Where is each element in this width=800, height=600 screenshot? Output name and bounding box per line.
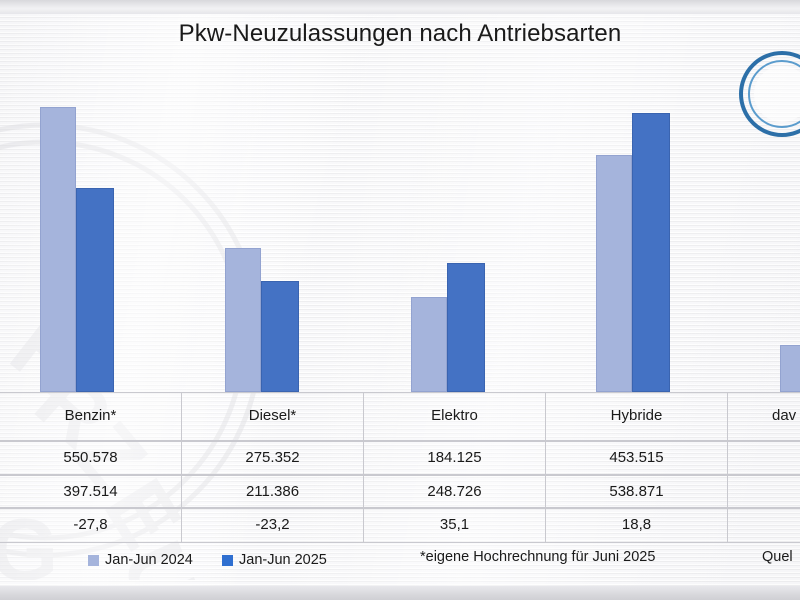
table-cell: 453.515 [546,441,727,475]
bar-benzin-2024[interactable] [40,107,76,392]
table-cell: 397.514 [0,475,181,508]
table-header-cell: Benzin* [0,393,181,441]
table-cell: 550.578 [0,441,181,475]
table-column-benzin: Benzin* 550.578 397.514 -27,8 [0,393,182,542]
table-rule-header [0,441,800,442]
table-cell: 248.726 [364,475,545,508]
footnote-estimate: *eigene Hochrechnung für Juni 2025 [420,549,656,565]
table-cell: 184.125 [364,441,545,475]
table-cell: 211.386 [182,475,363,508]
table-header-cell: Elektro [364,393,545,441]
table-cell: 538.871 [546,475,727,508]
page-title: Pkw-Neuzulassungen nach Antriebsarten [178,20,622,47]
data-table: Benzin* 550.578 397.514 -27,8 Diesel* 27… [0,392,800,543]
chart-legend: Jan-Jun 2024 Jan-Jun 2025 *eigene Hochre… [0,549,800,575]
bar-group-diesel [225,60,301,392]
table-rule-row1 [0,508,800,509]
table-cell: -23,2 [255,516,290,533]
legend-item-2025[interactable]: Jan-Jun 2025 [222,549,327,571]
bar-chart-plot [0,60,800,392]
table-header-cell: dav [728,393,800,441]
bar-davon-2024[interactable] [780,345,800,392]
bar-benzin-2025[interactable] [76,188,114,392]
legend-swatch-icon [88,554,99,566]
table-cell [728,508,800,542]
bar-group-elektro [411,60,487,392]
table-rule-row0 [0,475,800,476]
top-edge-band [0,0,800,14]
table-cell: 35,1 [439,516,470,533]
bar-hybride-2025[interactable] [632,113,670,392]
table-rule-bottom [0,542,800,543]
bar-group-davon-cropped [780,60,800,392]
bar-hybride-2024[interactable] [596,155,632,392]
table-column-hybride: Hybride 453.515 538.871 18,8 [546,393,728,542]
bar-diesel-2025[interactable] [261,281,299,392]
table-header-cell: Hybride [546,393,727,441]
legend-item-2024[interactable]: Jan-Jun 2024 [88,549,193,571]
bar-group-hybride [596,60,672,392]
table-cell: 275.352 [182,441,363,475]
table-column-diesel: Diesel* 275.352 211.386 -23,2 [182,393,364,542]
table-header-cell: Diesel* [182,393,363,441]
table-column-elektro: Elektro 184.125 248.726 35,1 [364,393,546,542]
bar-elektro-2024[interactable] [411,297,447,392]
legend-swatch-icon [222,554,233,566]
bar-elektro-2025[interactable] [447,263,485,392]
bar-group-benzin [40,60,116,392]
table-cell [728,475,800,508]
table-cell: -27,8 [73,516,108,533]
legend-label: Jan-Jun 2025 [239,552,327,568]
legend-label: Jan-Jun 2024 [105,552,193,568]
table-column-davon-cropped: dav [728,393,800,542]
footnote-source-cropped: Quel [762,549,793,565]
table-cell: 18,8 [621,516,652,533]
table-cell [728,441,800,475]
bar-diesel-2024[interactable] [225,248,261,392]
bottom-edge-band [0,586,800,600]
